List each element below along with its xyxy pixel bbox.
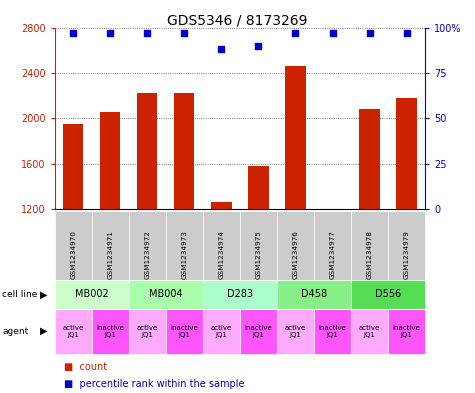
Text: inactive
JQ1: inactive JQ1 [245, 325, 272, 338]
Text: cell line: cell line [2, 290, 38, 299]
Text: GSM1234973: GSM1234973 [181, 230, 187, 279]
Text: GSM1234976: GSM1234976 [293, 230, 298, 279]
Text: inactive
JQ1: inactive JQ1 [171, 325, 198, 338]
Point [255, 42, 262, 49]
Bar [100, 112, 120, 346]
Point [366, 30, 373, 36]
Point [143, 30, 151, 36]
Text: D283: D283 [227, 289, 253, 299]
Text: ■  percentile rank within the sample: ■ percentile rank within the sample [64, 378, 245, 389]
Text: GSM1234974: GSM1234974 [218, 230, 224, 279]
Text: GSM1234977: GSM1234977 [330, 230, 335, 279]
Text: GSM1234970: GSM1234970 [70, 230, 76, 279]
Bar [323, 211, 342, 346]
Text: active
JQ1: active JQ1 [359, 325, 380, 338]
Text: agent: agent [2, 327, 28, 336]
Text: ▶: ▶ [40, 289, 48, 299]
Text: GSM1234972: GSM1234972 [144, 230, 150, 279]
Bar [63, 124, 83, 346]
Text: ▶: ▶ [40, 326, 48, 336]
Text: GSM1234971: GSM1234971 [107, 230, 113, 279]
Text: ■  count: ■ count [64, 362, 107, 372]
Point [218, 46, 225, 53]
Text: active
JQ1: active JQ1 [137, 325, 158, 338]
Text: active
JQ1: active JQ1 [63, 325, 84, 338]
Text: MB004: MB004 [149, 289, 182, 299]
Bar [397, 98, 417, 346]
Point [106, 30, 114, 36]
Bar [211, 202, 231, 346]
Bar [285, 66, 305, 346]
Text: active
JQ1: active JQ1 [211, 325, 232, 338]
Point [403, 30, 410, 36]
Text: D556: D556 [375, 289, 401, 299]
Text: MB002: MB002 [75, 289, 109, 299]
Bar [174, 94, 194, 346]
Text: D458: D458 [301, 289, 327, 299]
Text: active
JQ1: active JQ1 [285, 325, 306, 338]
Text: GSM1234978: GSM1234978 [367, 230, 372, 279]
Point [69, 30, 77, 36]
Bar [248, 166, 268, 346]
Point [329, 30, 336, 36]
Text: GSM1234975: GSM1234975 [256, 230, 261, 279]
Bar [137, 94, 157, 346]
Bar [360, 109, 380, 346]
Point [180, 30, 188, 36]
Point [292, 30, 299, 36]
Text: inactive
JQ1: inactive JQ1 [96, 325, 124, 338]
Text: inactive
JQ1: inactive JQ1 [393, 325, 420, 338]
Text: GSM1234979: GSM1234979 [404, 230, 409, 279]
Text: GDS5346 / 8173269: GDS5346 / 8173269 [167, 14, 308, 28]
Text: inactive
JQ1: inactive JQ1 [319, 325, 346, 338]
